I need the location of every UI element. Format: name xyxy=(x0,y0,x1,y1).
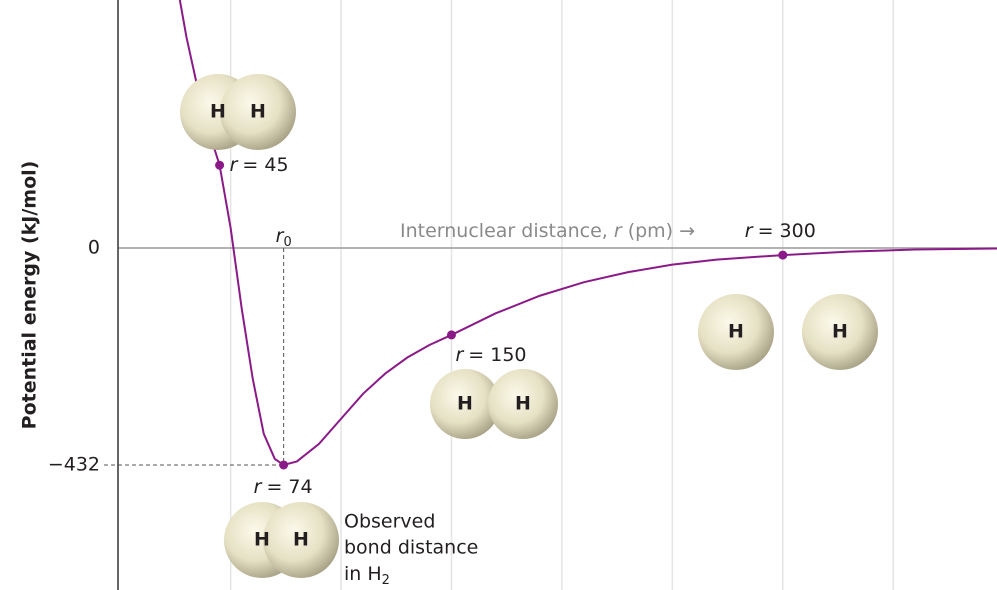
point-var: r xyxy=(254,475,263,497)
atom xyxy=(488,369,558,439)
point xyxy=(215,160,225,170)
y-axis-label: Potential energy (kJ/mol) xyxy=(19,161,41,430)
r0-label: r0 xyxy=(276,225,292,250)
note-part: in H xyxy=(344,563,382,585)
point-var: r xyxy=(230,154,239,176)
note: bond distance xyxy=(344,537,478,559)
y-tick-label: −432 xyxy=(48,453,100,475)
molecules: H H H H H H H H xyxy=(180,74,878,578)
point xyxy=(446,330,456,340)
r0-sub: 0 xyxy=(283,235,291,250)
r0-var: r xyxy=(276,225,285,247)
atom-label: H xyxy=(254,529,270,551)
point-value: = 300 xyxy=(758,220,816,242)
note-sub: 2 xyxy=(382,573,390,588)
atom xyxy=(698,294,774,370)
x-axis-label-part: Internuclear distance, xyxy=(400,220,614,242)
atom-label: H xyxy=(728,321,744,343)
atom-label: H xyxy=(210,101,226,123)
x-axis-label-part: (pm) → xyxy=(622,220,695,242)
x-axis-label: Internuclear distance, r (pm) → xyxy=(400,220,695,242)
point-var: r xyxy=(455,343,464,365)
point-value: = 150 xyxy=(468,343,526,365)
atom-label: H xyxy=(457,393,473,415)
point-var: r xyxy=(745,220,754,242)
note: Observed xyxy=(344,511,435,533)
point-value: = 74 xyxy=(266,475,312,497)
point-value: = 45 xyxy=(242,154,288,176)
note: in H2 xyxy=(344,563,390,588)
point-label: r = 300 xyxy=(745,220,816,242)
atom-label: H xyxy=(832,321,848,343)
y-tick-label: 0 xyxy=(88,237,100,259)
x-axis-label-part: r xyxy=(614,220,623,242)
point-label: r = 150 xyxy=(455,343,526,365)
point-label: r = 74 xyxy=(254,475,313,497)
curve xyxy=(178,0,997,467)
atom-label: H xyxy=(515,393,531,415)
atom xyxy=(802,294,878,370)
atom-label: H xyxy=(250,101,266,123)
point xyxy=(279,460,289,470)
grid xyxy=(104,0,997,590)
atom-label: H xyxy=(293,529,309,551)
atom xyxy=(220,74,296,150)
point-label: r = 45 xyxy=(230,154,289,176)
point xyxy=(778,250,788,260)
atom xyxy=(263,502,339,578)
atom xyxy=(430,369,500,439)
